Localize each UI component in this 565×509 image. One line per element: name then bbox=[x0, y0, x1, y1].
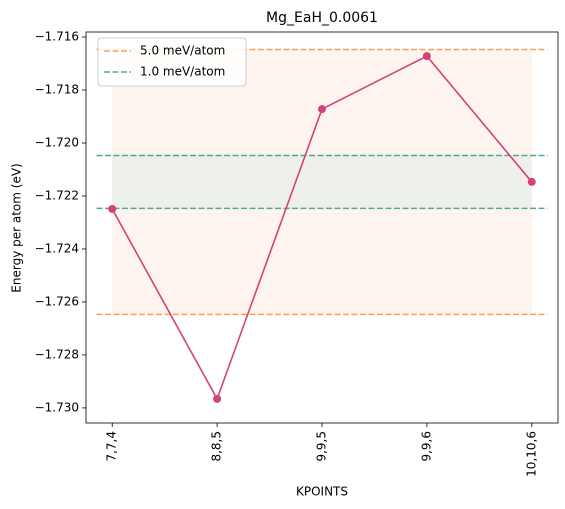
data-point bbox=[527, 177, 536, 186]
data-point bbox=[422, 52, 431, 61]
y-tick-label: −1.718 bbox=[35, 83, 79, 97]
data-point bbox=[318, 105, 326, 114]
data-point bbox=[213, 394, 222, 403]
legend-label: 5.0 meV/atom bbox=[140, 44, 225, 58]
y-tick-label: −1.730 bbox=[35, 400, 79, 414]
chart-title: Mg_EaH_0.0061 bbox=[266, 10, 378, 26]
x-tick-label: 7,7,4 bbox=[105, 431, 119, 462]
x-tick-label: 9,9,5 bbox=[315, 431, 329, 462]
band-fill bbox=[112, 155, 532, 209]
x-tick-label: 8,8,5 bbox=[210, 431, 224, 462]
x-tick-label: 10,10,6 bbox=[524, 431, 538, 477]
y-tick-label: −1.726 bbox=[35, 294, 79, 308]
y-tick-label: −1.716 bbox=[35, 30, 79, 44]
y-tick-label: −1.728 bbox=[35, 347, 79, 361]
legend-label: 1.0 meV/atom bbox=[140, 65, 225, 79]
data-point bbox=[108, 204, 117, 213]
x-axis-label: KPOINTS bbox=[296, 485, 348, 499]
y-tick-label: −1.720 bbox=[35, 135, 79, 149]
y-tick-label: −1.722 bbox=[35, 188, 79, 202]
legend-box bbox=[97, 37, 247, 87]
y-tick-label: −1.724 bbox=[35, 241, 79, 255]
y-axis-label: Energy per atom (eV) bbox=[10, 163, 24, 292]
x-tick-label: 9,9,6 bbox=[419, 431, 433, 462]
